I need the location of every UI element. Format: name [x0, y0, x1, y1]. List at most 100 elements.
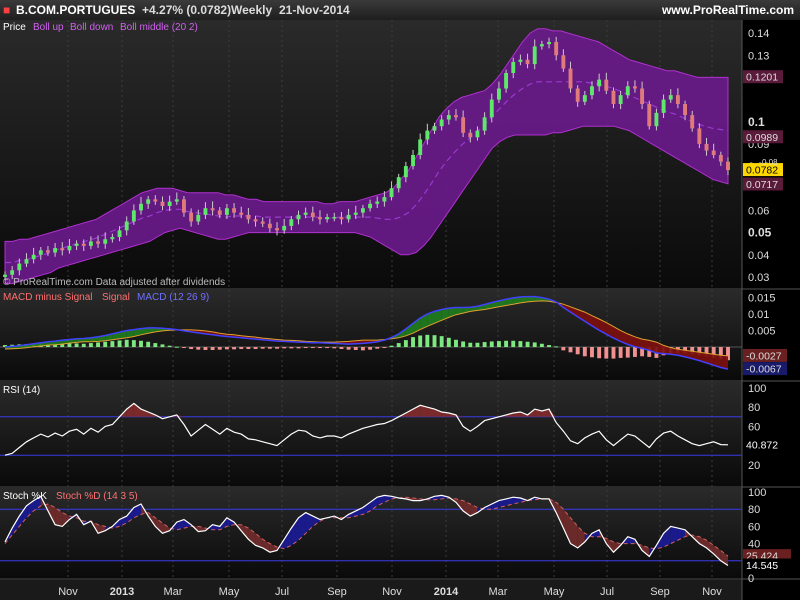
candle-body	[325, 217, 330, 220]
candle-body	[346, 214, 351, 220]
stoch-cloud-segment	[176, 519, 184, 530]
candle-body	[697, 128, 702, 144]
candle-body	[360, 208, 365, 213]
candle-body	[353, 212, 358, 215]
chart-header-bar: ■ B.COM.PORTUGUES +4.27% (0.0782) Weekly…	[0, 0, 800, 21]
macd-histogram-bar	[439, 336, 444, 348]
time-axis	[0, 580, 742, 600]
stoch-cloud-segment	[255, 533, 263, 548]
macd-cloud-segment	[649, 340, 657, 353]
candle-body	[131, 210, 136, 222]
rsi-overbought-fill	[133, 403, 142, 417]
macd-cloud-segment	[613, 326, 621, 342]
macd-histogram-bar	[389, 345, 394, 348]
macd-cloud-segment	[634, 336, 643, 349]
macd-histogram-bar	[554, 346, 559, 348]
stoch-cloud-segment	[670, 526, 678, 544]
x-axis-label: May	[219, 586, 240, 598]
macd-histogram-bar	[425, 334, 430, 348]
candle-body	[88, 241, 93, 246]
candle-body	[489, 99, 494, 118]
macd-histogram-bar	[446, 337, 451, 348]
macd-histogram-bar	[224, 347, 229, 350]
macd-histogram-bar	[418, 335, 423, 348]
macd-histogram-bar	[174, 346, 179, 348]
x-axis-label: Sep	[327, 586, 347, 598]
candle-body	[675, 95, 680, 105]
candle-body	[110, 237, 115, 240]
macd-histogram-bar	[339, 347, 344, 350]
y-axis-tick-label: 0.005	[748, 326, 776, 338]
watermark: © ProRealTime.com Data adjusted after di…	[3, 277, 225, 288]
stoch-cloud-segment	[62, 512, 70, 527]
candle-body	[153, 199, 158, 202]
value-tag-bg	[743, 130, 783, 144]
macd-histogram-bar	[260, 347, 265, 349]
candle-body	[103, 239, 108, 244]
stoch-cloud-segment	[19, 505, 27, 527]
y-axis-tick-label: 0.01	[748, 309, 769, 321]
candle-body	[511, 61, 516, 73]
rsi-overbought-fill	[549, 409, 557, 417]
legend-price: Price	[3, 22, 26, 33]
macd-cloud-segment	[713, 354, 721, 368]
macd-cloud-segment	[133, 328, 142, 337]
stoch-cloud-segment	[133, 504, 142, 518]
y-axis-tick-label: 100	[748, 487, 766, 499]
candle-body	[704, 143, 709, 151]
value-tag-bg	[743, 163, 783, 177]
stoch-cloud-segment	[556, 502, 564, 529]
macd-cloud-segment	[506, 297, 514, 306]
stoch-cloud-segment	[491, 500, 499, 510]
legend-boll-up: Boll up	[33, 22, 64, 33]
candle-body	[382, 197, 387, 202]
macd-histogram-bar	[310, 347, 315, 349]
value-tag-label: 0.1201	[746, 72, 778, 84]
x-axis-label: Sep	[650, 586, 670, 598]
y-axis-tick-label: 60	[748, 521, 760, 533]
macd-histogram-bar	[575, 347, 580, 355]
macd-histogram-bar	[468, 342, 473, 348]
macd-histogram-bar	[525, 341, 530, 348]
macd-cloud-segment	[627, 333, 635, 347]
candle-body	[418, 139, 423, 155]
x-axis-label: Nov	[702, 586, 722, 598]
macd-cloud-segment	[670, 347, 678, 356]
y-axis-tick-label: 0.06	[748, 205, 769, 217]
candle-body	[189, 212, 194, 222]
y-axis-tick-label: 0.1	[748, 115, 765, 129]
macd-histogram-bar	[3, 345, 7, 348]
candle-body	[525, 59, 530, 65]
macd-histogram-bar	[604, 347, 609, 359]
candle-body	[475, 130, 480, 138]
stoch-cloud-segment	[377, 495, 385, 506]
macd-cloud-segment	[405, 323, 414, 336]
candle-body	[504, 72, 509, 89]
macd-histogram-bar	[504, 340, 509, 348]
candle-body	[575, 88, 580, 102]
macd-histogram-bar	[368, 347, 373, 350]
macd-histogram-bar	[697, 347, 702, 356]
macd-histogram-bar	[210, 347, 215, 351]
macd-histogram-bar	[325, 347, 330, 349]
candle-body	[454, 115, 458, 118]
stoch-cloud-segment	[570, 517, 578, 548]
macd-cloud-segment	[692, 351, 700, 361]
rsi-overbought-fill	[420, 405, 428, 417]
stoch-cloud-segment	[563, 509, 571, 544]
rsi-overbought-fill	[434, 409, 442, 417]
candle-body	[461, 117, 466, 133]
stoch-cloud-segment	[627, 536, 635, 544]
candle-body	[375, 201, 380, 204]
macd-histogram-bar	[396, 343, 401, 348]
macd-histogram-bar	[353, 347, 358, 351]
macd-histogram-bar	[360, 347, 365, 351]
value-tag-label: -0.0067	[746, 364, 782, 376]
macd-cloud-segment	[520, 296, 528, 303]
y-axis-tick-label: 60	[748, 421, 760, 433]
macd-histogram-bar	[124, 339, 129, 348]
candle-body	[282, 225, 287, 231]
x-axis-label: 2014	[434, 586, 459, 598]
value-axis	[742, 20, 800, 600]
candle-body	[668, 95, 673, 100]
